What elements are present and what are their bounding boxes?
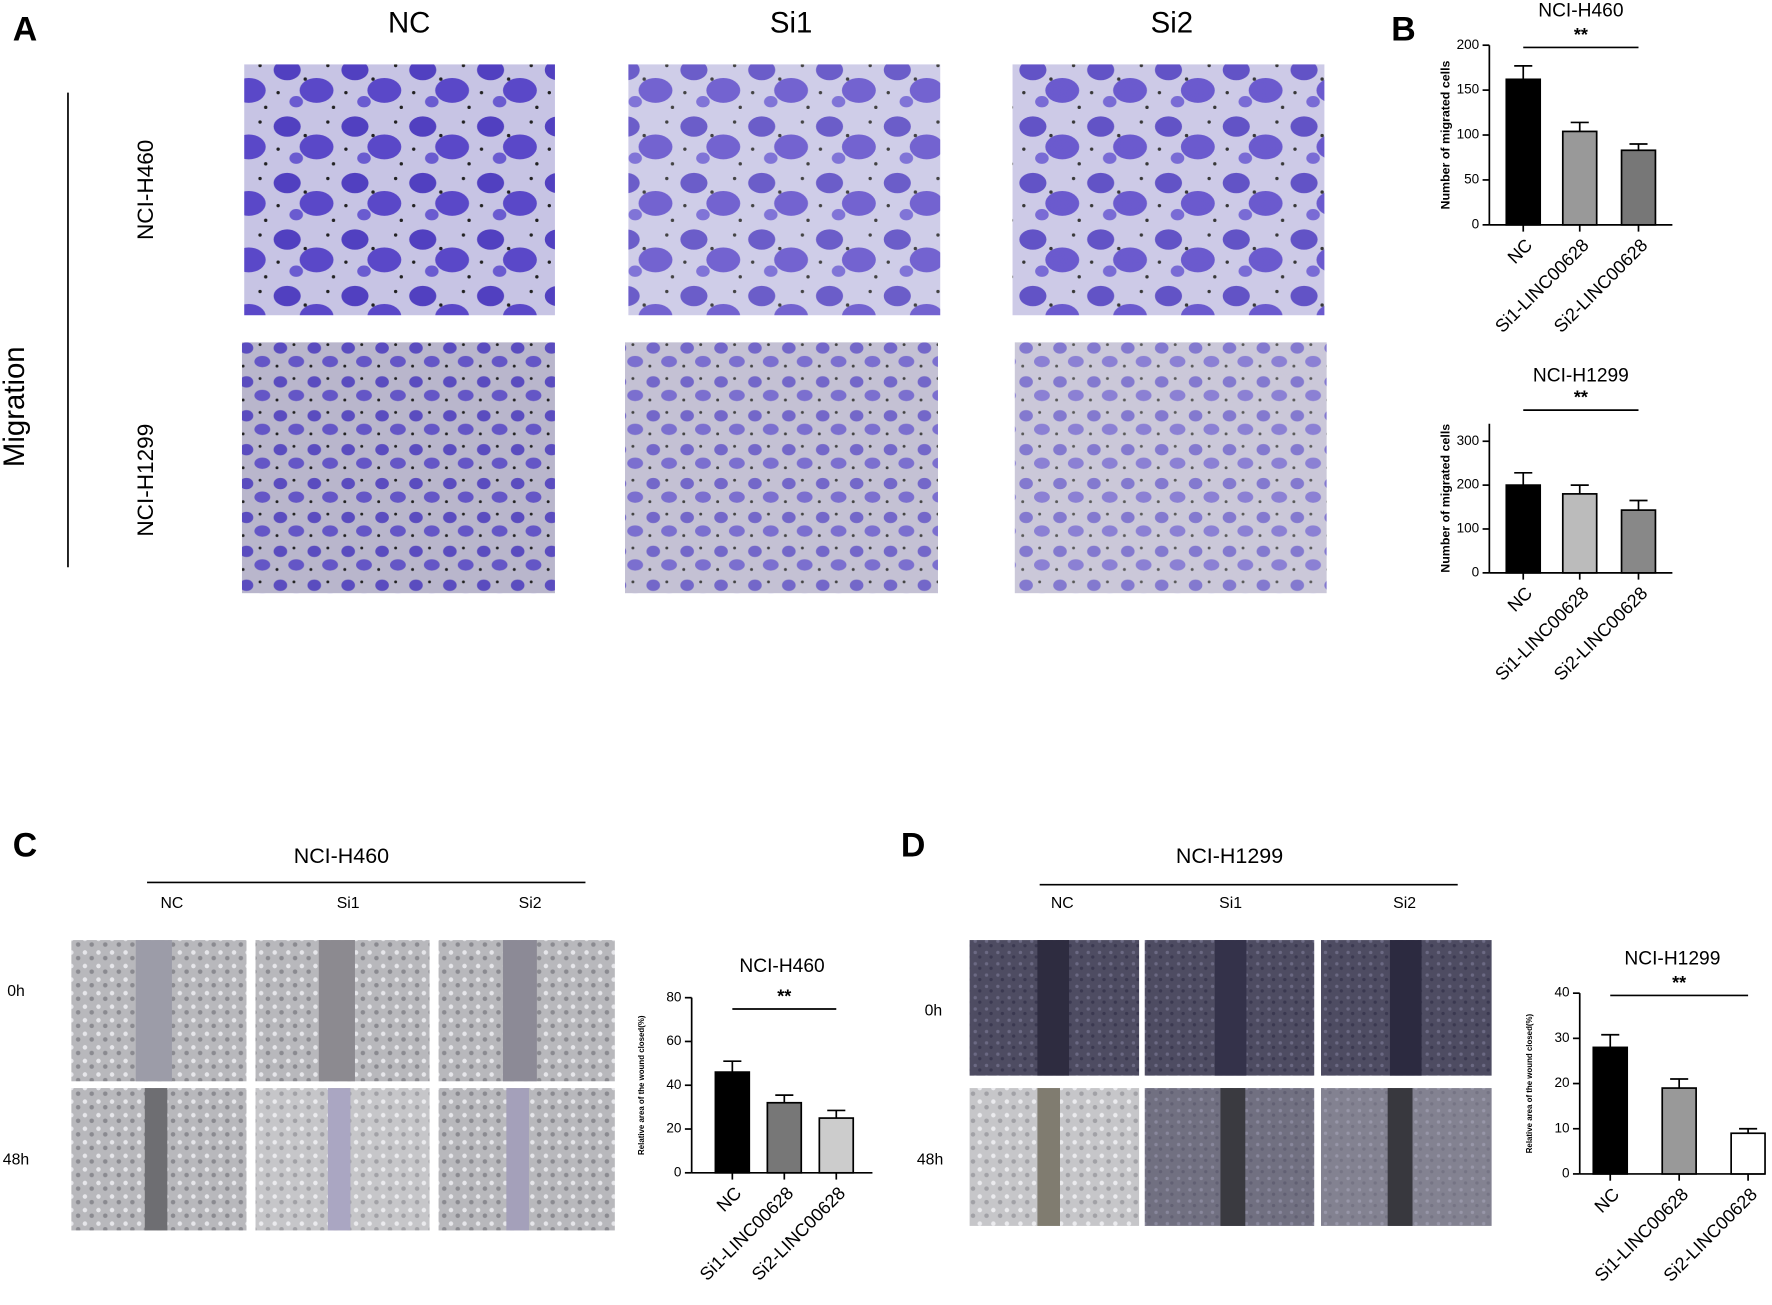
y-tick-label: 50 — [1464, 172, 1479, 187]
chart-title: NCI-H1299 — [1624, 948, 1720, 969]
x-tick-label: Si2-LINC00628 — [748, 1183, 849, 1284]
row-label: NCI-H1299 — [133, 424, 158, 537]
row-label: NCI-H460 — [133, 140, 158, 240]
micrograph — [628, 64, 941, 316]
wound-gap — [1387, 1088, 1413, 1226]
y-tick-label: 200 — [1457, 37, 1480, 52]
micrograph — [625, 342, 938, 594]
wound-gap — [1214, 940, 1247, 1076]
y-tick-label: 60 — [666, 1033, 681, 1048]
significance-label: ** — [1672, 973, 1687, 993]
wound-gap — [135, 940, 172, 1082]
significance-label: ** — [1574, 25, 1589, 45]
y-tick-label: 100 — [1457, 521, 1480, 536]
wound-gap — [327, 1088, 351, 1231]
chart-title: NCI-H1299 — [1533, 365, 1629, 386]
wound-gap — [1037, 940, 1070, 1076]
y-axis-label: Relative area of the wound closed(%) — [1525, 1013, 1534, 1153]
y-tick-label: 300 — [1457, 433, 1480, 448]
bar — [714, 1071, 751, 1174]
significance-label: ** — [1574, 388, 1589, 408]
wound-gap — [1389, 940, 1422, 1076]
significance-label: ** — [777, 986, 792, 1006]
panel-label: D — [901, 826, 925, 864]
wound-gap — [1220, 1088, 1246, 1226]
y-axis-label: Number of migrated cells — [1439, 424, 1453, 573]
wound-gap — [506, 1088, 529, 1231]
side-label: Migration — [0, 346, 31, 467]
bar — [1620, 509, 1657, 574]
y-tick-label: 150 — [1457, 82, 1480, 97]
y-tick-label: 80 — [666, 989, 681, 1004]
panel-title: NCI-H460 — [294, 844, 389, 868]
y-tick-label: 0 — [1562, 1166, 1570, 1181]
x-tick-label: NC — [1504, 583, 1537, 616]
bar — [1620, 149, 1657, 226]
y-tick-label: 40 — [666, 1077, 681, 1092]
x-tick-label: NC — [1504, 235, 1537, 268]
bar — [1730, 1132, 1766, 1175]
bar — [766, 1101, 803, 1174]
y-tick-label: 20 — [1554, 1075, 1569, 1090]
row-label: 48h — [917, 1152, 943, 1169]
y-tick-label: 40 — [1554, 985, 1569, 1000]
y-tick-label: 30 — [1554, 1030, 1569, 1045]
y-tick-label: 20 — [666, 1121, 681, 1136]
bar — [1661, 1087, 1697, 1175]
x-tick-label: NC — [1591, 1184, 1624, 1217]
wound-images — [969, 940, 1492, 1226]
column-label: NC — [1051, 895, 1074, 912]
wound-gap — [318, 940, 355, 1082]
micrograph — [244, 64, 555, 316]
column-label: NC — [161, 895, 184, 912]
column-label: Si2 — [519, 895, 542, 912]
y-tick-label: 0 — [674, 1164, 682, 1179]
wound-gap — [144, 1088, 168, 1231]
micrograph — [1014, 342, 1327, 594]
panel-title: NCI-H1299 — [1176, 844, 1283, 868]
micrograph — [241, 342, 555, 594]
row-label: 0h — [7, 983, 25, 1000]
y-tick-label: 10 — [1554, 1120, 1569, 1135]
y-tick-label: 0 — [1472, 216, 1480, 231]
column-label: Si1 — [337, 895, 360, 912]
bar — [1561, 130, 1598, 226]
bar — [1592, 1046, 1629, 1175]
panel-label: A — [13, 11, 37, 49]
chart-title: NCI-H460 — [1538, 0, 1623, 21]
y-axis-label: Number of migrated cells — [1439, 60, 1453, 209]
x-tick-label: NC — [713, 1183, 746, 1216]
wound-gap — [502, 940, 537, 1082]
chart-title: NCI-H460 — [739, 956, 824, 977]
micrograph — [1012, 64, 1325, 316]
y-tick-label: 0 — [1472, 564, 1480, 579]
column-label: Si2 — [1393, 895, 1416, 912]
panel-label: C — [13, 826, 37, 864]
wound-gap — [1037, 1088, 1060, 1226]
column-label: Si1 — [1219, 895, 1242, 912]
column-label: NC — [388, 7, 430, 40]
bar — [1561, 493, 1598, 574]
y-tick-label: 100 — [1457, 127, 1480, 142]
column-label: Si1 — [770, 7, 812, 40]
bar — [1505, 484, 1542, 574]
y-axis-label: Relative area of the wound closed(%) — [637, 1015, 646, 1155]
column-label: Si2 — [1151, 7, 1193, 40]
panel-label: B — [1391, 11, 1415, 49]
bar — [1505, 78, 1542, 226]
y-tick-label: 200 — [1457, 477, 1480, 492]
row-label: 48h — [3, 1152, 29, 1169]
bar — [818, 1117, 855, 1174]
row-label: 0h — [925, 1002, 943, 1019]
x-tick-label: Si1-LINC00628 — [696, 1183, 797, 1284]
wound-images — [71, 940, 615, 1231]
